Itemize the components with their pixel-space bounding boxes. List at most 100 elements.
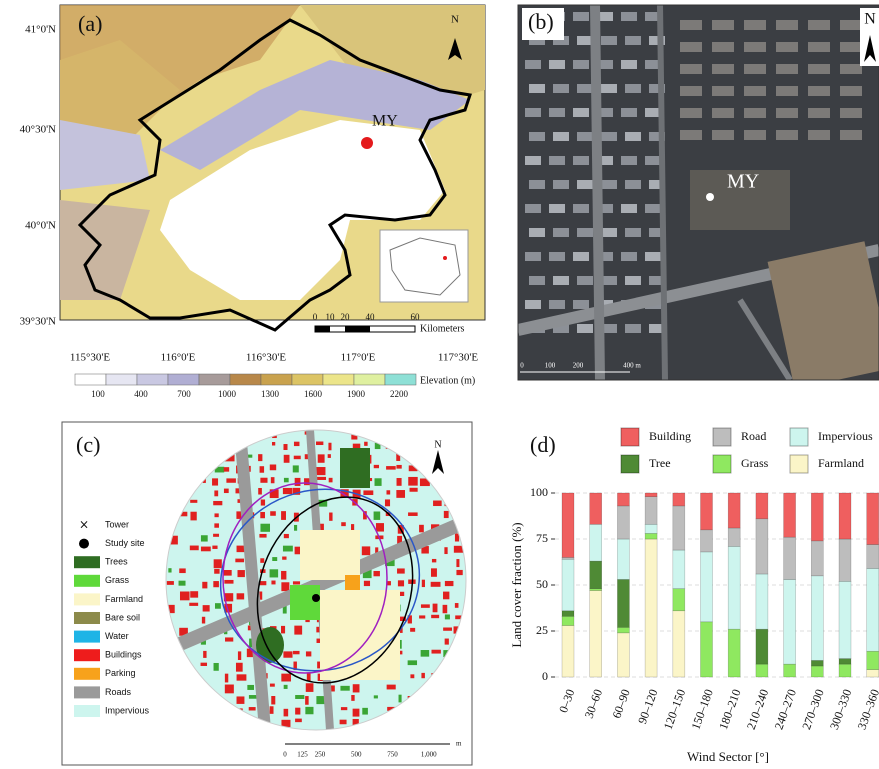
scale-label: 0: [283, 751, 287, 759]
building: [247, 454, 253, 458]
building-block: [621, 252, 637, 261]
building-block: [525, 108, 541, 117]
bar-segment: [727, 546, 741, 630]
building: [373, 511, 381, 520]
building: [281, 673, 291, 682]
building-block: [549, 204, 565, 213]
building-block: [577, 180, 593, 189]
building-block: [712, 20, 734, 30]
elevation-label: 1000: [218, 389, 237, 399]
building: [384, 499, 391, 507]
lon-label: 115°30'E: [70, 352, 110, 364]
bar-segment: [617, 505, 630, 540]
bar-segment: [561, 610, 575, 617]
building: [443, 591, 450, 600]
building: [259, 466, 265, 473]
building-block: [680, 86, 702, 96]
elevation-swatch: [105, 373, 138, 386]
legend-label: Impervious: [818, 429, 873, 443]
building: [190, 591, 199, 598]
building: [224, 603, 233, 613]
bar-segment: [866, 650, 879, 670]
building: [294, 477, 301, 486]
building-block: [625, 228, 641, 237]
building: [328, 442, 332, 451]
building: [214, 513, 219, 518]
building-block: [840, 20, 862, 30]
building: [223, 467, 230, 472]
building: [374, 478, 382, 486]
building: [362, 569, 372, 579]
x-tick-label: 180–210: [716, 687, 744, 731]
building: [168, 604, 175, 614]
elevation-swatch: [229, 373, 262, 386]
legend-swatch: [74, 612, 100, 624]
building: [214, 603, 221, 609]
building-block: [597, 156, 613, 165]
building-block: [573, 60, 589, 69]
building: [454, 603, 459, 608]
bar-segment: [672, 610, 686, 678]
building-block: [553, 228, 569, 237]
building-block: [776, 20, 798, 30]
bar-segment: [561, 615, 575, 626]
building: [375, 547, 379, 556]
building: [454, 533, 460, 542]
building: [281, 570, 287, 580]
building: [200, 639, 206, 645]
x-axis-title: Wind Sector [°]: [687, 749, 769, 764]
building: [214, 490, 219, 497]
building: [292, 465, 299, 473]
building-block: [840, 64, 862, 74]
building: [397, 535, 403, 545]
building-block: [549, 108, 565, 117]
building-block: [744, 42, 766, 52]
elevation-label: 1300: [261, 389, 280, 399]
elevation-swatch: [260, 373, 293, 386]
building: [305, 696, 309, 705]
x-tick-label: 300–330: [827, 687, 855, 731]
building: [432, 603, 438, 613]
building: [293, 441, 300, 447]
elevation-swatch: [167, 373, 200, 386]
building: [200, 662, 208, 666]
building: [443, 510, 449, 519]
building: [224, 684, 234, 694]
building-block: [649, 36, 665, 45]
elevation-swatch: [322, 373, 355, 386]
building: [444, 580, 454, 587]
bar-segment: [644, 523, 658, 534]
bar-segment: [589, 590, 603, 678]
building-block: [680, 108, 702, 118]
building-block: [573, 300, 589, 309]
bar-segment: [838, 538, 852, 582]
building-block: [649, 84, 665, 93]
panel-label: (b): [528, 9, 554, 34]
x-tick-label: 60–90: [609, 687, 632, 720]
building-block: [680, 64, 702, 74]
building-block: [680, 42, 702, 52]
building: [408, 512, 418, 516]
building: [352, 708, 360, 717]
lat-label: 40°30'N: [20, 124, 56, 136]
building-block: [744, 64, 766, 74]
building: [328, 685, 335, 692]
y-axis-title: Land cover fraction (%): [509, 522, 524, 647]
scale-label: 0: [520, 362, 524, 370]
building: [410, 627, 416, 632]
building-block: [625, 180, 641, 189]
bar-segment: [810, 492, 824, 542]
bar-segment: [672, 505, 686, 551]
building: [269, 683, 275, 687]
building: [352, 443, 361, 449]
building: [214, 466, 225, 473]
building-block: [597, 60, 613, 69]
building: [249, 638, 254, 648]
building: [396, 478, 402, 486]
building: [408, 476, 418, 486]
elevation-label: 1600: [304, 389, 323, 399]
building: [248, 695, 259, 699]
bar-segment: [838, 658, 852, 665]
building-block: [549, 60, 565, 69]
building-block: [776, 86, 798, 96]
